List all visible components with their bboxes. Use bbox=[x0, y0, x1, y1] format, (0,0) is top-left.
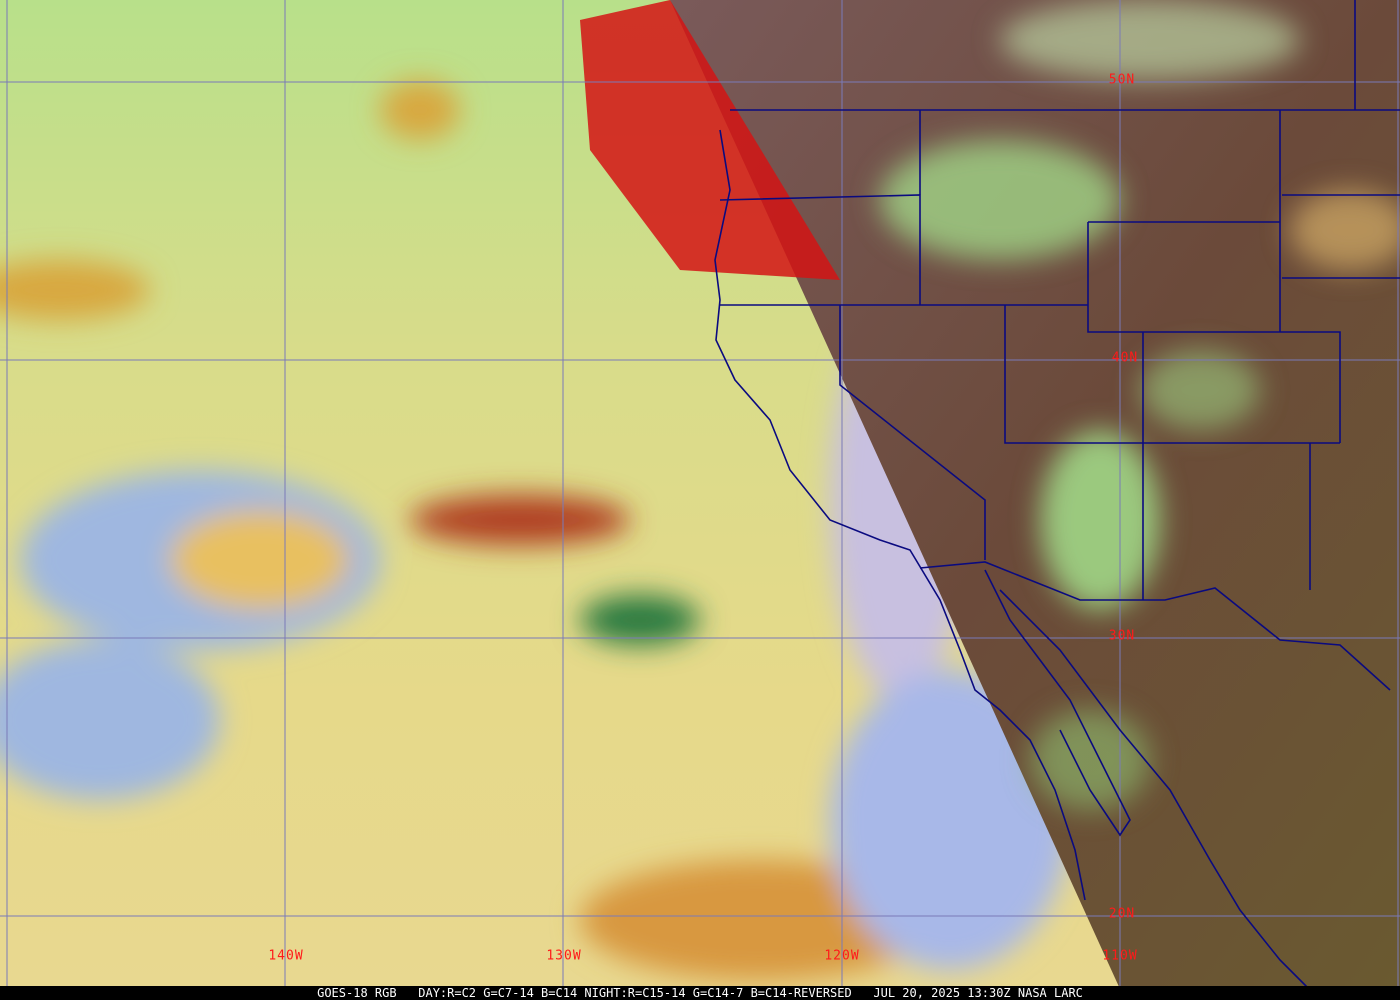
lon-label-120w: 120W bbox=[824, 948, 860, 964]
lat-label-30n: 30N bbox=[1108, 628, 1136, 644]
lat-label-40n: 40N bbox=[1111, 350, 1139, 366]
state-borders bbox=[719, 0, 1400, 600]
night-land-region bbox=[670, 0, 1400, 1000]
mexico-coast bbox=[999, 589, 1311, 991]
lon-label-130w: 130W bbox=[546, 948, 582, 964]
lon-label-110w: 110W bbox=[1102, 948, 1138, 964]
lat-label-50n: 50N bbox=[1108, 72, 1136, 88]
smoke-red-region bbox=[580, 0, 840, 280]
coastline bbox=[714, 129, 1086, 901]
lat-label-20n: 20N bbox=[1108, 906, 1136, 922]
coastline-and-borders bbox=[714, 0, 1400, 991]
baja-gulf-coast bbox=[984, 569, 1131, 837]
us-mexico-border bbox=[919, 561, 1391, 691]
night-clouds bbox=[880, 0, 1400, 810]
lon-label-140w: 140W bbox=[268, 948, 304, 964]
image-caption: GOES-18 RGB DAY:R=C2 G=C7-14 B=C14 NIGHT… bbox=[0, 986, 1400, 1000]
